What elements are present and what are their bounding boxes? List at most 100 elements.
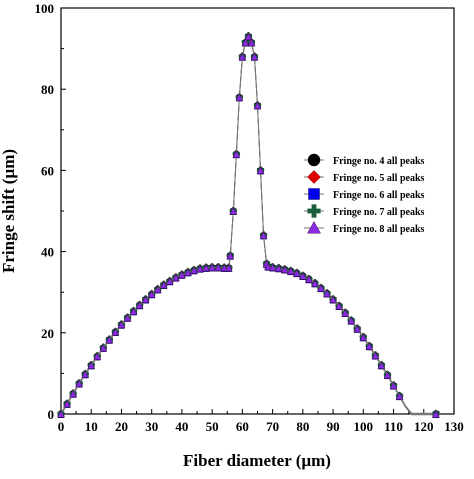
legend-label: Fringe no. 6 all peaks	[333, 190, 425, 201]
data-point	[147, 290, 156, 298]
data-point	[165, 277, 174, 285]
data-point	[177, 271, 186, 279]
data-point	[317, 284, 325, 292]
data-point	[298, 272, 307, 280]
data-point	[347, 317, 356, 325]
data-point	[184, 268, 192, 276]
data-point	[256, 166, 265, 174]
x-tick-label: 70	[266, 419, 279, 434]
data-point	[214, 263, 223, 271]
data-point	[63, 400, 71, 408]
series-8	[57, 32, 440, 418]
x-tick-label: 0	[58, 419, 65, 434]
data-point	[232, 150, 241, 158]
legend-marker	[307, 220, 321, 234]
data-point	[310, 279, 319, 287]
data-point	[75, 379, 84, 388]
y-axis-title: Fringe shift (µm)	[0, 149, 18, 273]
data-point	[123, 314, 132, 322]
data-point	[135, 301, 144, 309]
data-point	[259, 231, 268, 239]
data-point	[81, 370, 90, 378]
x-tick-label: 30	[145, 419, 158, 434]
legend-label: Fringe no. 8 all peaks	[333, 224, 425, 235]
data-point	[226, 252, 235, 260]
data-point	[268, 263, 277, 271]
y-tick-label: 100	[35, 1, 55, 16]
legend-item: Fringe no. 6 all peaks	[304, 188, 425, 201]
data-point	[93, 352, 102, 360]
y-tick-label: 20	[41, 326, 54, 341]
data-point	[229, 207, 238, 215]
series-group	[57, 31, 440, 419]
x-tick-label: 20	[115, 419, 128, 434]
y-tick-label: 60	[41, 163, 54, 178]
data-point	[69, 390, 78, 398]
legend-marker	[307, 170, 321, 184]
data-point	[224, 264, 233, 272]
data-point	[99, 344, 108, 352]
data-point	[383, 371, 392, 379]
data-point	[280, 265, 289, 273]
data-point	[389, 381, 398, 390]
x-tick-label: 120	[414, 419, 434, 434]
data-point	[87, 361, 96, 369]
data-point	[264, 263, 273, 271]
legend-marker	[308, 188, 320, 200]
legend-marker	[307, 204, 321, 218]
data-point	[159, 281, 168, 289]
data-point	[238, 53, 247, 61]
data-point	[117, 321, 126, 329]
legend: Fringe no. 4 all peaks Fringe no. 5 all p…	[304, 153, 425, 235]
data-point	[371, 351, 380, 360]
x-tick-label: 80	[296, 419, 309, 434]
data-point	[105, 336, 114, 344]
x-axis-title: Fiber diameter (µm)	[183, 451, 331, 470]
x-tick-label: 60	[236, 419, 249, 434]
legend-label: Fringe no. 5 all peaks	[333, 173, 425, 184]
data-point	[244, 32, 253, 40]
data-point	[431, 410, 440, 418]
legend-item: Fringe no. 4 all peaks	[304, 153, 425, 167]
data-point	[365, 342, 374, 350]
data-point	[377, 361, 386, 369]
y-tick-label: 40	[41, 245, 54, 260]
data-point	[241, 38, 250, 46]
x-tick-label: 10	[85, 419, 98, 434]
data-point	[153, 285, 162, 293]
data-point	[129, 307, 138, 315]
data-point	[141, 295, 150, 303]
data-point	[286, 267, 295, 275]
legend-item: Fringe no. 5 all peaks	[304, 170, 425, 184]
data-point	[57, 410, 65, 418]
data-point	[250, 53, 259, 61]
legend-item: Fringe no. 7 all peaks	[304, 204, 425, 218]
data-point	[111, 328, 120, 336]
data-point	[335, 302, 344, 310]
x-tick-label: 100	[354, 419, 374, 434]
data-point	[202, 264, 211, 272]
data-point	[253, 101, 262, 109]
x-tick-label: 50	[206, 419, 219, 434]
x-tick-label: 40	[175, 419, 188, 434]
x-tick-label: 110	[384, 419, 403, 434]
y-tick-label: 80	[41, 82, 54, 97]
x-tick-label: 130	[444, 419, 464, 434]
data-point	[171, 273, 180, 282]
data-point	[341, 309, 350, 317]
data-point	[329, 295, 338, 303]
data-point	[235, 93, 244, 101]
legend-label: Fringe no. 4 all peaks	[333, 156, 425, 167]
plot-frame	[60, 7, 455, 415]
y-tick-label: 0	[48, 407, 55, 422]
data-point	[190, 266, 198, 274]
x-tick-label: 90	[327, 419, 340, 434]
data-point	[359, 333, 368, 341]
legend-item: Fringe no. 8 all peaks	[304, 220, 425, 235]
data-point	[208, 263, 217, 271]
axis-ticks: 0 10 20 30 40 50 60 70 80 90 100 110 120 130 0 20 40 60 80…	[35, 1, 464, 434]
data-point	[196, 265, 205, 273]
data-point	[323, 289, 331, 297]
